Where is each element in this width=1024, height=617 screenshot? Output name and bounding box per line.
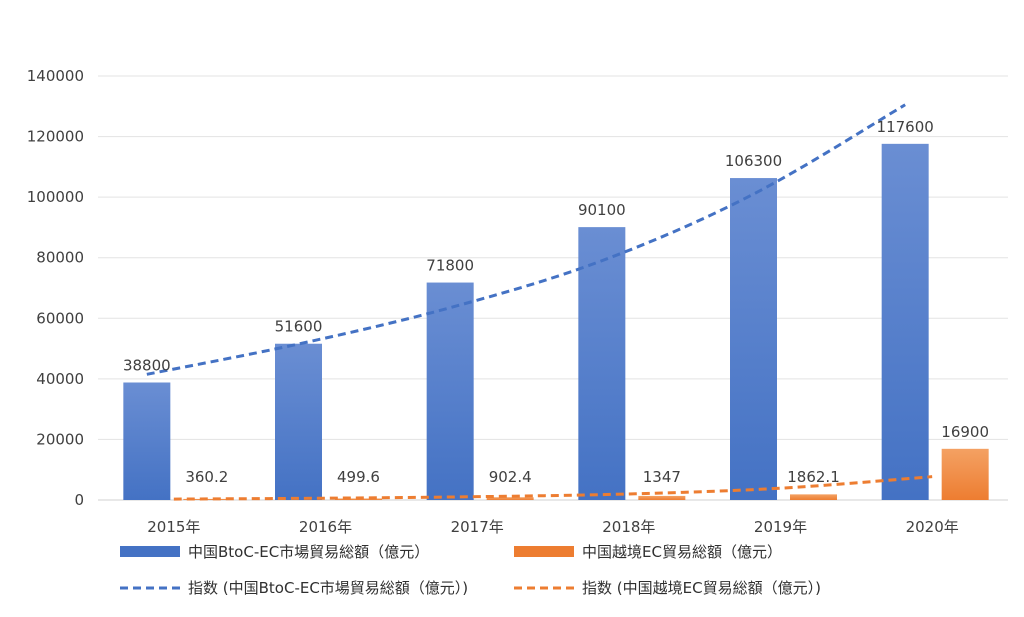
axes: 0 20000 40000 60000 80000 100000 120000 140000 2… (27, 67, 959, 536)
bar-btoc (578, 227, 626, 500)
y-tick-label: 80000 (36, 249, 84, 267)
y-tick-label: 40000 (36, 370, 84, 388)
y-tick-label: 120000 (27, 128, 84, 146)
trendline-btoc (146, 103, 906, 376)
trendlines (146, 103, 933, 501)
legend-crossborder: 中国越境EC貿易総額（億元） (514, 543, 782, 561)
bar-btoc (123, 382, 171, 500)
legend-label: 指数 (中国BtoC-EC市場貿易総額（億元）) (188, 579, 468, 597)
bar-btoc (426, 282, 474, 500)
legend-swatch (514, 546, 574, 557)
legend: 中国BtoC-EC市場貿易総額（億元） 中国越境EC貿易総額（億元） 指数 (中国B… (120, 543, 821, 597)
data-label: 38800 (123, 356, 171, 374)
x-tick-label: 2018年 (602, 518, 655, 536)
x-tick-label: 2020年 (906, 518, 959, 536)
x-tick-label: 2019年 (754, 518, 807, 536)
bars (123, 143, 989, 500)
legend-label: 中国BtoC-EC市場貿易総額（億元） (188, 543, 429, 561)
data-label: 16900 (941, 423, 989, 441)
data-labels: 38800 51600 71800 90100 106300 117600 360.2 499… (123, 118, 989, 486)
bar-btoc (275, 343, 322, 500)
y-tick-label: 140000 (27, 67, 84, 85)
bar-btoc (730, 178, 777, 500)
data-label: 90100 (578, 201, 626, 219)
bar-btoc (881, 143, 929, 500)
data-label: 71800 (426, 257, 474, 275)
bar-crossborder (638, 495, 686, 500)
bar-crossborder (941, 448, 989, 500)
trendline-crossborder (173, 475, 933, 501)
data-label: 1347 (643, 468, 681, 486)
x-tick-label: 2015年 (147, 518, 200, 536)
legend-trend-crossborder: 指数 (中国越境EC貿易総額（億元）) (514, 579, 821, 597)
legend-btoc: 中国BtoC-EC市場貿易総額（億元） (120, 543, 429, 561)
data-label: 499.6 (337, 468, 380, 486)
y-tick-label: 0 (74, 491, 84, 509)
legend-label: 中国越境EC貿易総額（億元） (582, 543, 782, 561)
legend-label: 指数 (中国越境EC貿易総額（億元）) (582, 579, 821, 597)
legend-swatch (120, 546, 180, 557)
x-tick-label: 2016年 (299, 518, 352, 536)
data-label: 51600 (275, 318, 323, 336)
gridlines (98, 75, 1008, 501)
y-tick-label: 20000 (36, 430, 84, 448)
legend-trend-btoc: 指数 (中国BtoC-EC市場貿易総額（億元）) (120, 579, 468, 597)
y-tick-label: 100000 (27, 188, 84, 206)
bar-crossborder (790, 494, 837, 500)
data-label: 902.4 (489, 468, 532, 486)
y-tick-label: 60000 (36, 309, 84, 327)
x-tick-label: 2017年 (451, 518, 504, 536)
bar-crossborder (486, 497, 534, 500)
data-label: 117600 (877, 118, 934, 136)
data-label: 106300 (725, 152, 782, 170)
data-label: 1862.1 (787, 468, 840, 486)
data-label: 360.2 (185, 468, 228, 486)
